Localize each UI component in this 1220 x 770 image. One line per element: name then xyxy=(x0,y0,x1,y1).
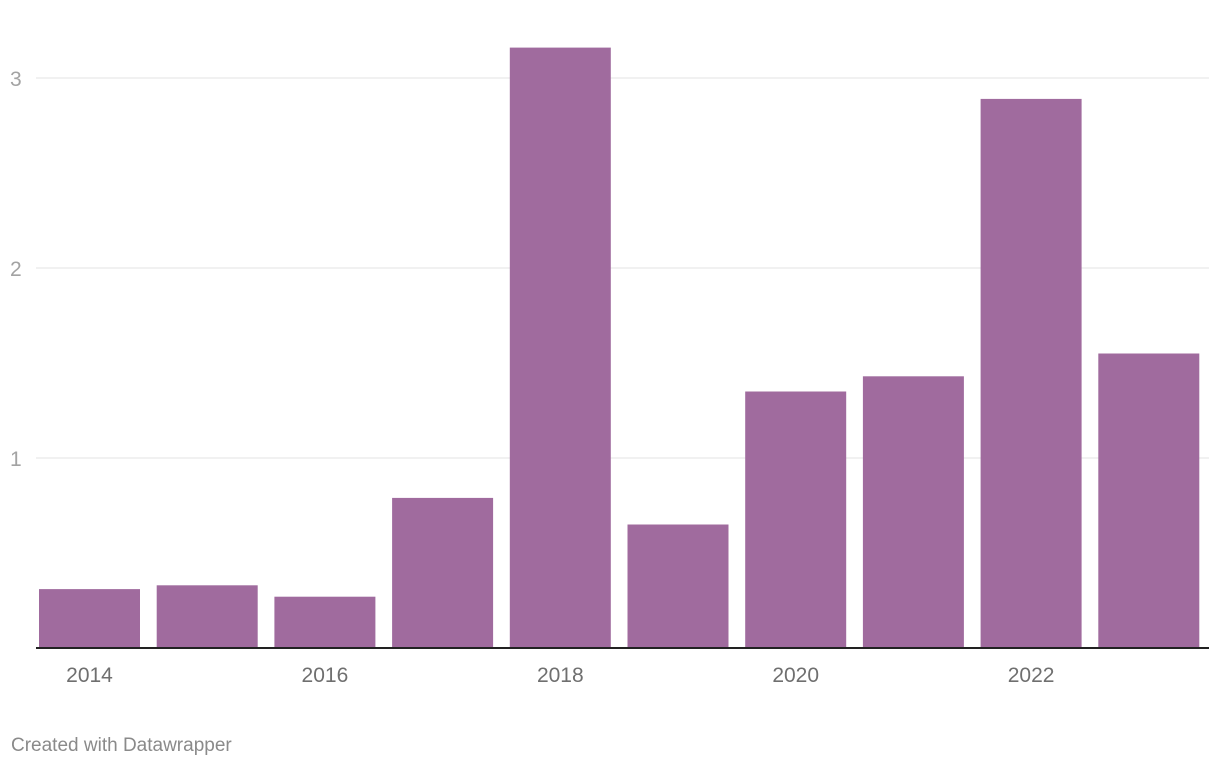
x-tick-label: 2018 xyxy=(537,664,584,687)
bar-2016 xyxy=(274,596,376,648)
bars xyxy=(39,47,1200,649)
bar-2017 xyxy=(392,497,494,648)
bar-chart: 1 2 3 2014 2016 2018 2020 2022 xyxy=(10,47,1209,687)
bar-2020 xyxy=(745,391,847,648)
bar-2015 xyxy=(156,585,258,648)
bar-2014 xyxy=(39,589,140,648)
x-axis-ticks: 2014 2016 2018 2020 2022 xyxy=(66,664,1054,687)
x-tick-label: 2016 xyxy=(302,664,349,687)
x-tick-label: 2014 xyxy=(66,664,113,687)
credit-text: Created with Datawrapper xyxy=(11,735,232,756)
bar-2021 xyxy=(862,376,964,648)
x-tick-label: 2020 xyxy=(772,664,819,687)
bar-2019 xyxy=(627,524,729,648)
bar-2018 xyxy=(509,47,611,649)
x-tick-label: 2022 xyxy=(1008,664,1055,687)
y-tick-label: 3 xyxy=(10,68,22,91)
y-tick-label: 1 xyxy=(10,448,22,471)
bar-2022 xyxy=(980,98,1082,648)
y-tick-label: 2 xyxy=(10,258,22,281)
bar-2023 xyxy=(1098,353,1200,648)
